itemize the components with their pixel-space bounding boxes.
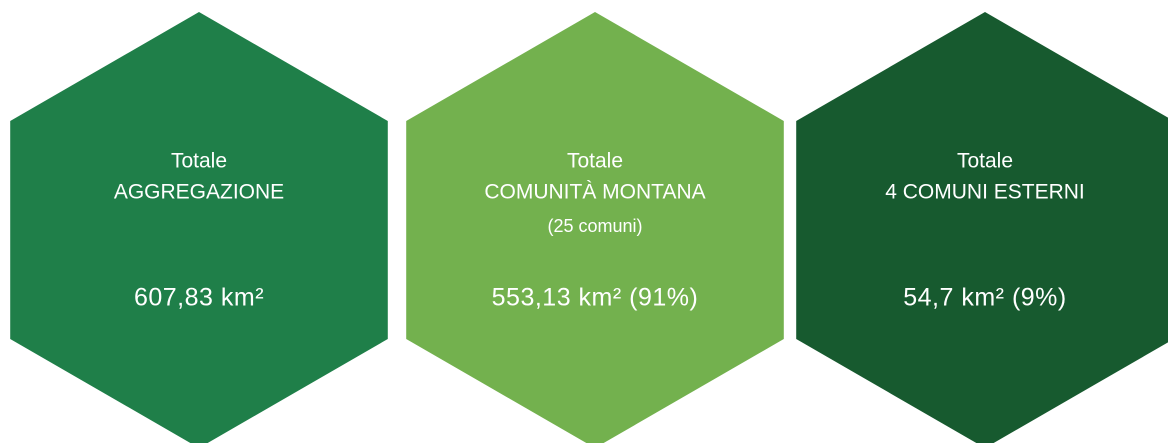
hexagon-title: COMUNITÀ MONTANA xyxy=(484,181,705,204)
hexagon-note: (25 comuni) xyxy=(547,216,642,236)
hexagon-card: Totale AGGREGAZIONE 607,83 km² xyxy=(10,12,388,443)
hexagon-value: 54,7 km² (9%) xyxy=(903,284,1066,312)
hexagon xyxy=(796,12,1168,443)
hexagon xyxy=(10,12,388,443)
hexagon-title: AGGREGAZIONE xyxy=(114,181,284,204)
hexagon-card: Totale 4 COMUNI ESTERNI 54,7 km² (9%) xyxy=(796,12,1168,443)
hexagon-title: Totale xyxy=(957,150,1013,173)
hexagon-value: 553,13 km² (91%) xyxy=(492,284,699,312)
hexagon xyxy=(406,12,784,443)
hexagon-title: Totale xyxy=(171,150,227,173)
hexagon-title: Totale xyxy=(567,150,623,173)
hexagon-value: 607,83 km² xyxy=(134,284,264,312)
hexagon-card: Totale COMUNITÀ MONTANA (25 comuni) 553,13 … xyxy=(406,12,784,443)
hexagon-title: 4 COMUNI ESTERNI xyxy=(885,181,1085,204)
